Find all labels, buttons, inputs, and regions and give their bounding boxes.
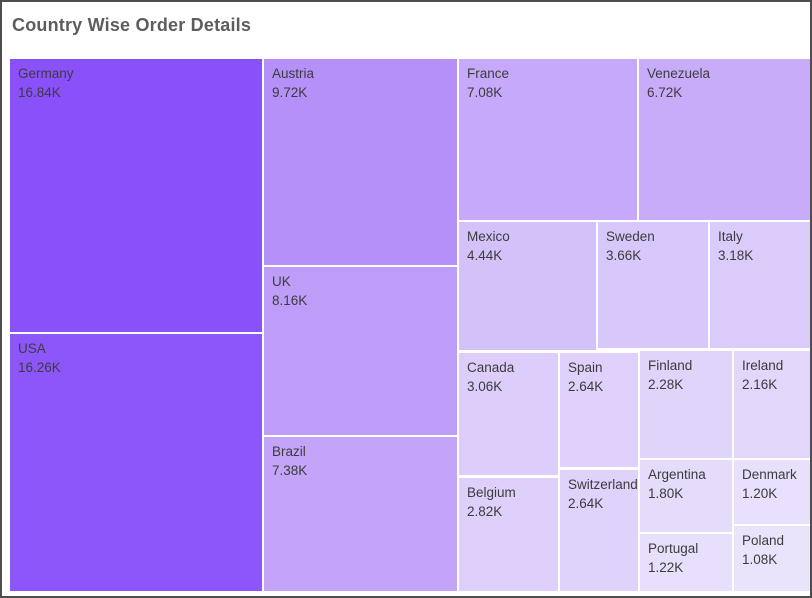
tile-value: 2.82K <box>467 504 503 519</box>
tile-label: Argentina 1.80K <box>640 460 732 503</box>
treemap-tile-ireland[interactable]: Ireland 2.16K <box>734 351 810 458</box>
tile-label: Poland 1.08K <box>734 526 810 569</box>
tile-value: 8.16K <box>272 293 308 308</box>
tile-value: 4.44K <box>467 248 503 263</box>
treemap-tile-spain[interactable]: Spain 2.64K <box>560 353 638 467</box>
treemap-tile-finland[interactable]: Finland 2.28K <box>640 351 732 458</box>
tile-label: Belgium 2.82K <box>459 478 558 521</box>
tile-country-name: Sweden <box>606 229 655 244</box>
tile-label: Mexico 4.44K <box>459 222 596 265</box>
tile-label: Denmark 1.20K <box>734 460 810 503</box>
tile-label: Ireland 2.16K <box>734 351 810 394</box>
treemap-tile-mexico[interactable]: Mexico 4.44K <box>459 222 596 350</box>
tile-value: 7.38K <box>272 463 308 478</box>
tile-country-name: Denmark <box>742 467 797 482</box>
treemap-tile-belgium[interactable]: Belgium 2.82K <box>459 478 558 591</box>
tile-label: Spain 2.64K <box>560 353 638 396</box>
tile-country-name: Switzerland <box>568 477 638 492</box>
tile-country-name: Spain <box>568 360 603 375</box>
tile-label: USA 16.26K <box>10 334 262 377</box>
tile-country-name: Canada <box>467 360 515 375</box>
treemap-tile-portugal[interactable]: Portugal 1.22K <box>640 534 732 591</box>
tile-value: 1.80K <box>648 486 684 501</box>
tile-value: 16.26K <box>18 360 61 375</box>
tile-label: Portugal 1.22K <box>640 534 732 577</box>
tile-country-name: Portugal <box>648 541 699 556</box>
chart-title: Country Wise Order Details <box>12 15 252 35</box>
treemap-tile-denmark[interactable]: Denmark 1.20K <box>734 460 810 524</box>
tile-label: Austria 9.72K <box>264 59 457 102</box>
tile-value: 2.64K <box>568 496 604 511</box>
tile-country-name: USA <box>18 341 46 356</box>
tile-value: 3.18K <box>718 248 754 263</box>
tile-country-name: Poland <box>742 533 785 548</box>
tile-country-name: Austria <box>272 66 315 81</box>
tile-label: Finland 2.28K <box>640 351 732 394</box>
tile-label: Venezuela 6.72K <box>639 59 810 102</box>
tile-value: 6.72K <box>647 85 683 100</box>
treemap-tile-sweden[interactable]: Sweden 3.66K <box>598 222 708 348</box>
tile-value: 1.08K <box>742 552 778 567</box>
tile-value: 9.72K <box>272 85 308 100</box>
tile-country-name: Brazil <box>272 444 306 459</box>
treemap-tile-usa[interactable]: USA 16.26K <box>10 334 262 591</box>
treemap-tile-austria[interactable]: Austria 9.72K <box>264 59 457 265</box>
treemap-tile-uk[interactable]: UK 8.16K <box>264 267 457 435</box>
tile-country-name: Italy <box>718 229 743 244</box>
tile-country-name: Argentina <box>648 467 706 482</box>
treemap-tile-argentina[interactable]: Argentina 1.80K <box>640 460 732 532</box>
tile-country-name: Finland <box>648 358 693 373</box>
tile-country-name: Germany <box>18 66 74 81</box>
treemap-tile-germany[interactable]: Germany 16.84K <box>10 59 262 332</box>
tile-label: France 7.08K <box>459 59 637 102</box>
tile-country-name: Venezuela <box>647 66 711 81</box>
tile-value: 2.64K <box>568 379 604 394</box>
tile-label: Italy 3.18K <box>710 222 810 265</box>
tile-label: Germany 16.84K <box>10 59 262 102</box>
treemap-tile-france[interactable]: France 7.08K <box>459 59 637 220</box>
tile-label: Switzerland 2.64K <box>560 470 638 513</box>
tile-value: 2.16K <box>742 377 778 392</box>
treemap-tile-switzerland[interactable]: Switzerland 2.64K <box>560 470 638 591</box>
tile-value: 3.66K <box>606 248 642 263</box>
tile-value: 1.22K <box>648 560 684 575</box>
tile-value: 2.28K <box>648 377 684 392</box>
tile-country-name: Belgium <box>467 485 516 500</box>
tile-country-name: France <box>467 66 510 81</box>
treemap-tile-venezuela[interactable]: Venezuela 6.72K <box>639 59 810 220</box>
tile-label: Canada 3.06K <box>459 353 558 396</box>
treemap-tile-poland[interactable]: Poland 1.08K <box>734 526 810 591</box>
treemap-tile-italy[interactable]: Italy 3.18K <box>710 222 810 348</box>
tile-value: 16.84K <box>18 85 61 100</box>
tile-label: UK 8.16K <box>264 267 457 310</box>
tile-value: 7.08K <box>467 85 503 100</box>
tile-value: 1.20K <box>742 486 778 501</box>
tile-country-name: UK <box>272 274 291 289</box>
tile-country-name: Ireland <box>742 358 784 373</box>
tile-value: 3.06K <box>467 379 503 394</box>
treemap-tile-canada[interactable]: Canada 3.06K <box>459 353 558 475</box>
tile-label: Brazil 7.38K <box>264 437 457 480</box>
tile-country-name: Mexico <box>467 229 510 244</box>
treemap-tile-brazil[interactable]: Brazil 7.38K <box>264 437 457 591</box>
tile-label: Sweden 3.66K <box>598 222 708 265</box>
